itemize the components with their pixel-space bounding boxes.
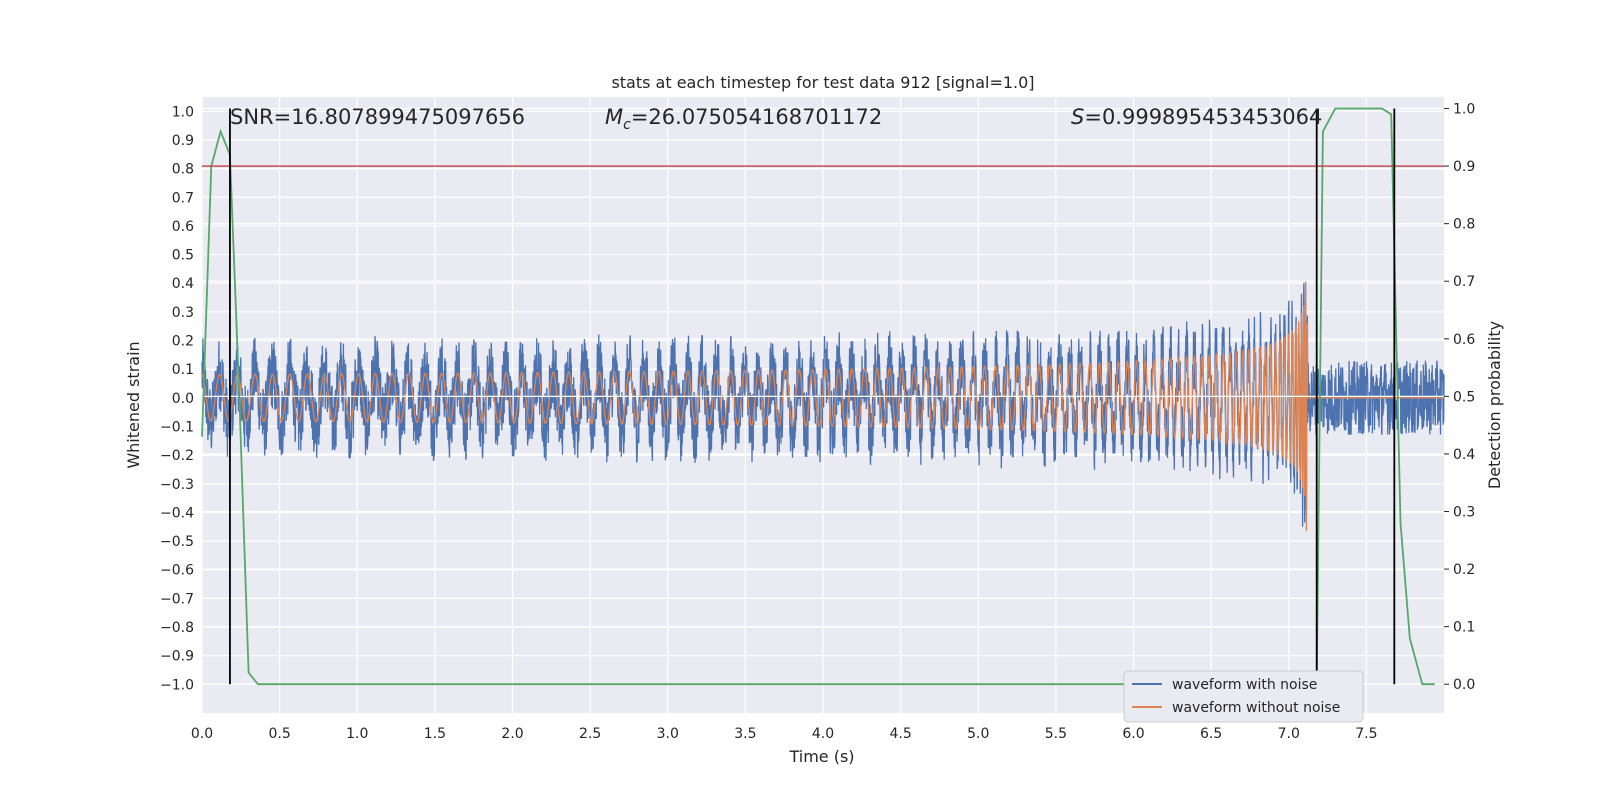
left-tick-label: 1.0 [172, 104, 194, 120]
right-axis-ticks: 1.0 0.9 0.8 0.7 0.6 0.5 0.4 0.3 0.2 0.1 0.0 [1444, 102, 1475, 693]
x-tick-label: 4.0 [812, 726, 834, 742]
series-waveform-without-noise [201, 281, 1444, 532]
left-tick-label: −1.0 [160, 677, 194, 693]
x-tick-label: 2.0 [501, 726, 523, 742]
x-tick-label: 1.0 [346, 726, 368, 742]
x-tick-label: 7.5 [1355, 726, 1377, 742]
left-tick-label: −0.2 [160, 448, 194, 464]
right-axis-label: Detection probability [1485, 321, 1504, 489]
series-layer [201, 281, 1445, 532]
x-axis-ticks: 0.0 0.5 1.0 1.5 2.0 2.5 3.0 3.5 4.0 4.5 5.0 5.5 6.0 6… [191, 726, 1378, 742]
x-tick-label: 0.5 [268, 726, 290, 742]
chirp-mass-annotation: Mc=26.075054168701172 [605, 105, 882, 133]
left-tick-label: −0.9 [160, 649, 194, 665]
legend-label-clean: waveform without noise [1172, 700, 1340, 716]
score-value: =0.999895453453064 [1084, 105, 1322, 129]
legend: waveform with noise waveform without noi… [1123, 670, 1364, 723]
chirp-mass-value: =26.075054168701172 [631, 105, 882, 129]
left-tick-label: −0.5 [160, 534, 194, 550]
right-tick-label: 0.6 [1453, 332, 1475, 348]
chirp-mass-symbol: M [605, 105, 623, 129]
right-tick-label: 0.9 [1453, 159, 1475, 175]
left-tick-label: 0.0 [172, 391, 194, 407]
score-symbol: S [1071, 105, 1084, 129]
right-tick-label: 1.0 [1453, 102, 1475, 118]
x-tick-label: 5.0 [967, 726, 989, 742]
right-tick-label: 0.1 [1453, 620, 1475, 636]
left-tick-label: 0.4 [172, 276, 194, 292]
x-axis-label: Time (s) [788, 747, 854, 766]
x-tick-label: 6.0 [1122, 726, 1144, 742]
left-tick-label: −0.3 [160, 477, 194, 493]
x-tick-label: 4.5 [889, 726, 911, 742]
left-tick-label: 0.3 [172, 305, 194, 321]
left-tick-label: 0.2 [172, 334, 194, 350]
left-axis-ticks: 1.0 0.9 0.8 0.7 0.6 0.5 0.4 0.3 0.2 0.1 0.0 −0.1 −0.… [160, 104, 194, 693]
x-tick-label: 0.0 [191, 726, 213, 742]
x-tick-label: 7.0 [1278, 726, 1300, 742]
left-tick-label: −0.6 [160, 563, 194, 579]
left-tick-label: 0.1 [172, 362, 194, 378]
x-tick-label: 5.5 [1045, 726, 1067, 742]
x-tick-label: 2.5 [579, 726, 601, 742]
left-tick-label: −0.1 [160, 419, 194, 435]
right-tick-label: 0.0 [1453, 677, 1475, 693]
x-tick-label: 1.5 [424, 726, 446, 742]
right-tick-label: 0.2 [1453, 562, 1475, 578]
right-tick-label: 0.5 [1453, 389, 1475, 405]
right-tick-label: 0.8 [1453, 217, 1475, 233]
left-tick-label: 0.9 [172, 133, 194, 149]
score-annotation: S=0.999895453453064 [1071, 105, 1322, 129]
x-tick-label: 3.0 [657, 726, 679, 742]
left-tick-label: 0.8 [172, 162, 194, 178]
left-tick-label: 0.5 [172, 248, 194, 264]
left-axis-label: Whitened strain [124, 341, 143, 468]
left-tick-label: −0.4 [160, 505, 194, 521]
left-tick-label: −0.7 [160, 591, 194, 607]
right-tick-label: 0.7 [1453, 274, 1475, 290]
right-tick-label: 0.3 [1453, 505, 1475, 521]
snr-annotation: SNR=16.807899475097656 [230, 105, 525, 129]
left-tick-label: 0.6 [172, 219, 194, 235]
x-tick-label: 3.5 [734, 726, 756, 742]
chirp-mass-subscript: c [623, 117, 631, 133]
legend-label-noise: waveform with noise [1172, 677, 1317, 693]
x-tick-label: 6.5 [1200, 726, 1222, 742]
left-tick-label: 0.7 [172, 190, 194, 206]
chart-title: stats at each timestep for test data 912… [611, 73, 1034, 92]
right-tick-label: 0.4 [1453, 447, 1475, 463]
left-tick-label: −0.8 [160, 620, 194, 636]
legend-box [1123, 670, 1364, 723]
